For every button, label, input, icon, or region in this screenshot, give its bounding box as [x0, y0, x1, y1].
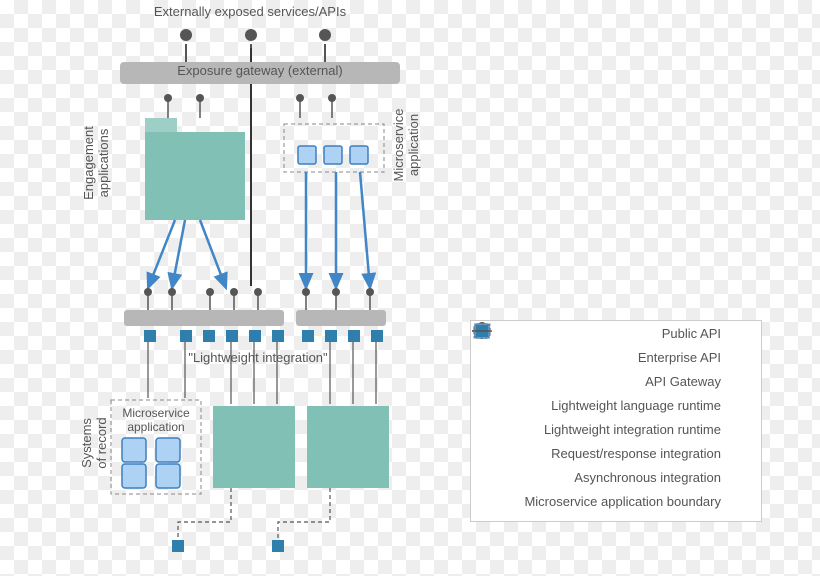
gateway-label: Exposure gateway (external) — [110, 63, 410, 78]
legend-label: Enterprise API — [479, 350, 729, 365]
legend-label: Public API — [479, 326, 729, 341]
legend-row: API Gateway — [471, 369, 761, 393]
legend-row: Enterprise API — [471, 345, 761, 369]
legend-row: Lightweight integration runtime — [471, 417, 761, 441]
legend-label: API Gateway — [479, 374, 729, 389]
engagement-vlabel: Engagement applications — [81, 103, 111, 223]
legend-label: Microservice application boundary — [479, 494, 729, 509]
legend-label: Asynchronous integration — [479, 470, 729, 485]
legend-row: Request/response integration — [471, 441, 761, 465]
legend-label: Request/response integration — [479, 446, 729, 461]
legend-label: Lightweight language runtime — [479, 398, 729, 413]
legend-label: Lightweight integration runtime — [479, 422, 729, 437]
title-top: Externally exposed services/APIs — [100, 4, 400, 19]
legend-row: Microservice application boundary — [471, 489, 761, 513]
legend-row: Lightweight language runtime — [471, 393, 761, 417]
lightweight-label: "Lightweight integration" — [108, 350, 408, 365]
microservice-bottom-label: Microservice application — [96, 406, 216, 434]
microservice-top-vlabel: Microservice application — [391, 85, 421, 205]
systems-vlabel: Systems of record — [79, 383, 109, 503]
legend: Public API Enterprise API API Gateway Light… — [470, 320, 762, 522]
legend-row: Public API — [471, 321, 761, 345]
legend-row: Asynchronous integration — [471, 465, 761, 489]
